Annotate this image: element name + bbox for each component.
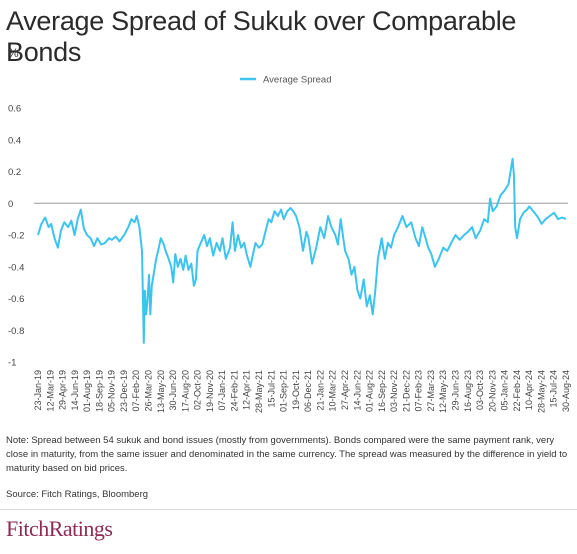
x-tick-label: 27-Mar-23 [426, 370, 436, 412]
x-tick-label: 21-Jan-22 [315, 370, 325, 411]
x-tick-label: 02-Oct-20 [193, 370, 203, 410]
x-tick-label: 16-Aug-23 [463, 370, 473, 412]
x-tick-label: 06-Dec-21 [303, 370, 313, 412]
x-tick-label: 14-Jun-19 [70, 370, 80, 411]
x-tick-label: 03-Oct-23 [475, 370, 485, 410]
x-tick-label: 07-Feb-20 [131, 370, 141, 412]
logo-part-fitch: Fitch [6, 516, 49, 541]
y-tick-label: 0.2 [8, 167, 21, 178]
y-tick-label: 0.4 [8, 135, 21, 146]
x-tick-label: 24-Feb-21 [229, 370, 239, 412]
x-tick-label: 23-Jan-19 [33, 370, 43, 411]
x-tick-label: 10-Apr-24 [524, 370, 534, 410]
logo-part-ratings: Ratings [48, 516, 113, 541]
x-tick-label: 28-May-24 [536, 370, 546, 413]
x-tick-label: 27-Apr-22 [340, 370, 350, 410]
y-tick-label: -1 [8, 358, 16, 369]
x-tick-label: 19-Nov-20 [205, 370, 215, 412]
series-line-average-spread [37, 157, 567, 344]
x-tick-label: 22-Feb-24 [512, 370, 522, 412]
y-axis-unit: % [8, 46, 19, 60]
x-tick-label: 28-May-21 [254, 370, 264, 413]
x-tick-label: 05-Jan-24 [500, 370, 510, 411]
x-tick-label: 29-Apr-19 [58, 370, 68, 410]
chart-title: Average Spread of Sukuk over Comparable … [6, 6, 517, 67]
x-tick-label: 03-Nov-22 [389, 370, 399, 412]
x-tick-label: 19-Oct-21 [291, 370, 301, 410]
x-tick-label: 12-Mar-19 [45, 370, 55, 412]
legend-label-average-spread: Average Spread [263, 75, 332, 86]
x-tick-label: 23-Dec-19 [119, 370, 129, 412]
x-tick-label: 12-May-23 [438, 370, 448, 413]
x-tick-label: 29-Jun-23 [450, 370, 460, 411]
footer-divider [0, 509, 577, 510]
y-tick-label: 0.6 [8, 104, 21, 115]
y-tick-label: 0 [8, 199, 13, 210]
x-tick-label: 01-Sep-21 [279, 370, 289, 412]
x-tick-label: 01-Aug-19 [82, 370, 92, 412]
x-tick-label: 12-Apr-21 [242, 370, 252, 410]
x-tick-label: 18-Sep-19 [94, 370, 104, 412]
x-tick-label: 14-Jun-22 [352, 370, 362, 411]
y-tick-label: -0.8 [8, 326, 24, 337]
x-tick-label: 01-Aug-22 [365, 370, 375, 412]
line-chart: Average Spread -1 -0.8 -0.6 -0.4 -0.2 0 0.2 0.4 0… [8, 75, 571, 414]
fitch-ratings-logo: FitchRatings [6, 516, 113, 542]
x-tick-label: 15-Jul-21 [266, 370, 276, 408]
x-tick-label: 13-May-20 [156, 370, 166, 413]
y-tick-label: -0.2 [8, 231, 24, 242]
x-tick-label: 15-Jul-24 [549, 370, 559, 408]
chart-note: Note: Spread between 54 sukuk and bond i… [6, 435, 568, 474]
y-tick-label: -0.4 [8, 262, 24, 273]
x-tick-label: 30-Aug-24 [561, 370, 571, 412]
x-tick-label: 21-Dec-22 [401, 370, 411, 412]
chart-source: Source: Fitch Ratings, Bloomberg [6, 489, 149, 500]
y-tick-label: -0.6 [8, 294, 24, 305]
x-tick-label: 05-Nov-19 [107, 370, 117, 412]
x-tick-label: 07-Feb-23 [414, 370, 424, 412]
x-tick-label: 07-Jan-21 [217, 370, 227, 411]
x-tick-label: 26-Mar-20 [144, 370, 154, 412]
x-tick-label: 30-Jun-20 [168, 370, 178, 411]
x-tick-label: 17-Aug-20 [180, 370, 190, 412]
x-tick-label: 16-Sep-22 [377, 370, 387, 412]
x-tick-label: 10-Mar-22 [328, 370, 338, 412]
x-tick-label: 20-Nov-23 [487, 370, 497, 412]
